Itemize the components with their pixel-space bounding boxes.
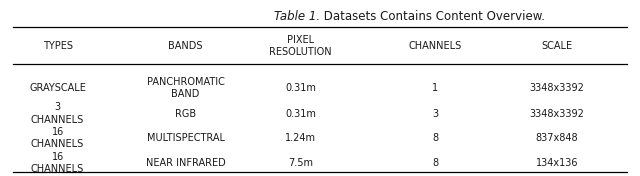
Text: 1: 1 xyxy=(432,83,438,93)
Text: NEAR INFRARED: NEAR INFRARED xyxy=(146,158,225,168)
Text: 16
CHANNELS: 16 CHANNELS xyxy=(31,152,84,174)
Text: 3348x3392: 3348x3392 xyxy=(529,83,584,93)
Text: 7.5m: 7.5m xyxy=(288,158,314,168)
Text: 1.24m: 1.24m xyxy=(285,133,316,143)
Text: SCALE: SCALE xyxy=(541,41,572,51)
Text: CHANNELS: CHANNELS xyxy=(408,41,462,51)
Text: 134x136: 134x136 xyxy=(536,158,578,168)
Text: Datasets Contains Content Overview.: Datasets Contains Content Overview. xyxy=(320,10,545,23)
Text: MULTISPECTRAL: MULTISPECTRAL xyxy=(147,133,225,143)
Text: BANDS: BANDS xyxy=(168,41,203,51)
Text: GRAYSCALE: GRAYSCALE xyxy=(29,83,86,93)
Text: Table 1.: Table 1. xyxy=(274,10,320,23)
Text: PANCHROMATIC
BAND: PANCHROMATIC BAND xyxy=(147,77,225,99)
Text: 0.31m: 0.31m xyxy=(285,109,316,118)
Text: 3
CHANNELS: 3 CHANNELS xyxy=(31,102,84,125)
Text: TYPES: TYPES xyxy=(43,41,72,51)
Text: 8: 8 xyxy=(432,133,438,143)
Text: 3348x3392: 3348x3392 xyxy=(529,109,584,118)
Text: 0.31m: 0.31m xyxy=(285,83,316,93)
Text: 16
CHANNELS: 16 CHANNELS xyxy=(31,127,84,149)
Text: 837x848: 837x848 xyxy=(536,133,578,143)
Text: 8: 8 xyxy=(432,158,438,168)
Text: 3: 3 xyxy=(432,109,438,118)
Text: PIXEL
RESOLUTION: PIXEL RESOLUTION xyxy=(269,34,332,57)
Text: RGB: RGB xyxy=(175,109,196,118)
